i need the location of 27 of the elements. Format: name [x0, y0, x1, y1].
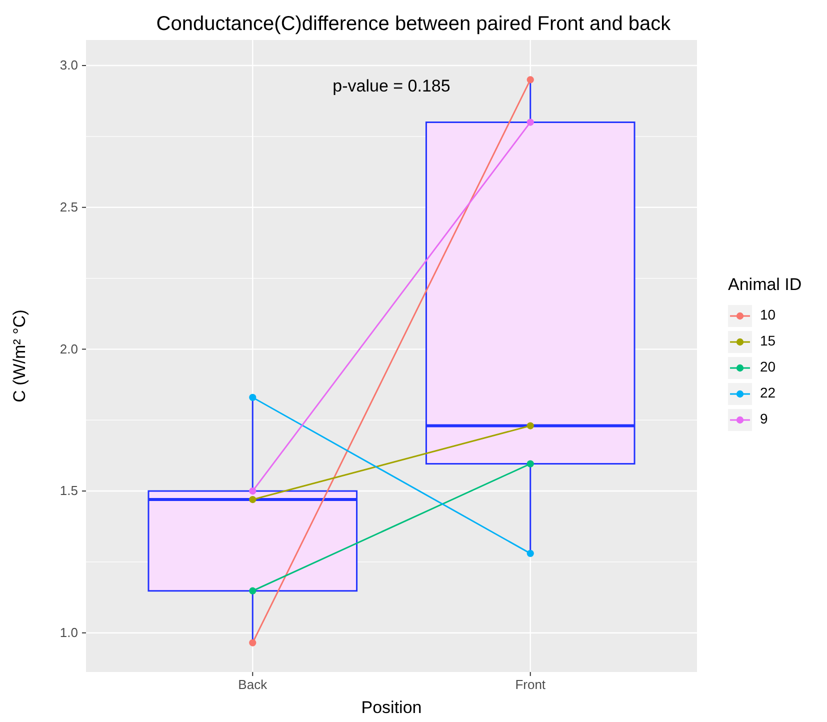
point [249, 487, 256, 495]
legend-label: 20 [760, 358, 776, 375]
legend-label: 10 [760, 306, 776, 323]
point [249, 587, 256, 594]
point [249, 639, 256, 646]
point [249, 496, 256, 504]
legend-title: Animal ID [728, 275, 802, 294]
point [526, 76, 534, 84]
y-axis-title: C (W/m² °C) [10, 310, 29, 402]
point [526, 118, 534, 126]
point [526, 460, 534, 468]
annotation: p-value = 0.185 [332, 76, 450, 96]
x-tick-label: Front [515, 677, 546, 692]
chart-title: Conductance(C)difference between paired Front and back [156, 13, 672, 35]
y-tick-label: 2.0 [60, 341, 78, 356]
y-tick-label: 3.0 [60, 58, 78, 73]
point [249, 394, 256, 401]
y-tick-label: 1.0 [60, 625, 78, 640]
point [526, 550, 534, 557]
x-tick-label: Back [238, 677, 268, 692]
legend-label: 15 [760, 332, 776, 349]
legend-label: 22 [760, 384, 776, 401]
legend-label: 9 [760, 410, 768, 427]
point [526, 422, 534, 430]
y-tick-label: 2.5 [60, 200, 78, 215]
y-tick-label: 1.5 [60, 483, 78, 498]
x-axis-title: Position [361, 698, 422, 717]
